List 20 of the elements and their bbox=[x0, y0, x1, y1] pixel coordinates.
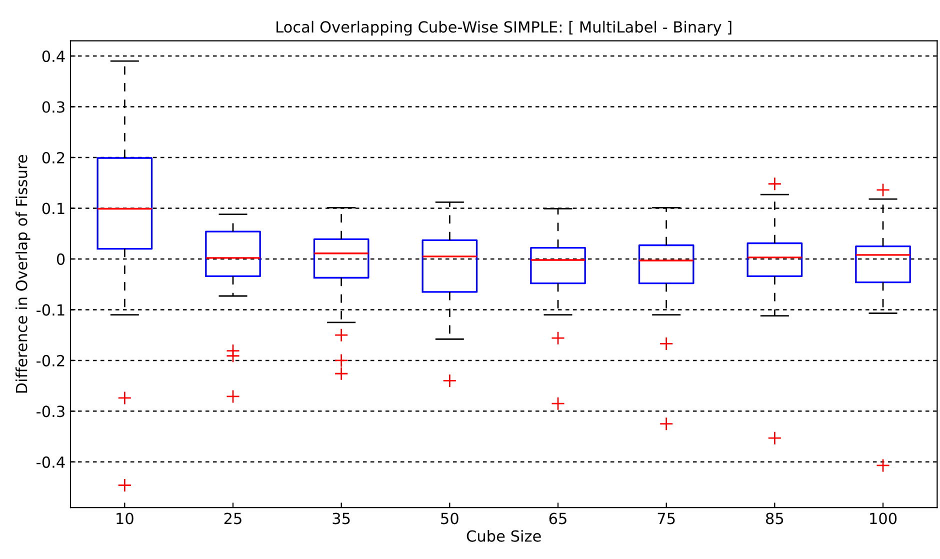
y-tick-label: 0 bbox=[56, 253, 65, 265]
x-tick-label: 75 bbox=[658, 512, 675, 524]
y-tick-label: 0.2 bbox=[42, 152, 64, 164]
chart-title: Local Overlapping Cube-Wise SIMPLE: [ MultiLabel - Binary ] bbox=[276, 20, 732, 36]
y-tick-label: 0.4 bbox=[42, 50, 65, 62]
x-tick-label: 25 bbox=[224, 512, 242, 524]
y-tick-label: 0.1 bbox=[42, 202, 64, 214]
y-tick-label: -0.1 bbox=[36, 304, 64, 316]
y-tick-label: -0.3 bbox=[36, 406, 64, 418]
x-tick-label: 35 bbox=[332, 512, 350, 524]
x-tick-label: 10 bbox=[116, 512, 134, 524]
y-tick-label: -0.4 bbox=[36, 456, 65, 468]
x-axis-title: Cube Size bbox=[466, 530, 541, 542]
y-tick-label: 0.3 bbox=[42, 101, 64, 113]
x-tick-label: 100 bbox=[870, 512, 897, 524]
y-axis-title: Difference in Overlap of Fissure bbox=[15, 155, 30, 393]
x-tick-label: 50 bbox=[441, 512, 458, 524]
y-tick-label: -0.2 bbox=[36, 354, 64, 366]
x-tick-label: 85 bbox=[766, 512, 784, 524]
x-tick-label: 65 bbox=[549, 512, 566, 524]
